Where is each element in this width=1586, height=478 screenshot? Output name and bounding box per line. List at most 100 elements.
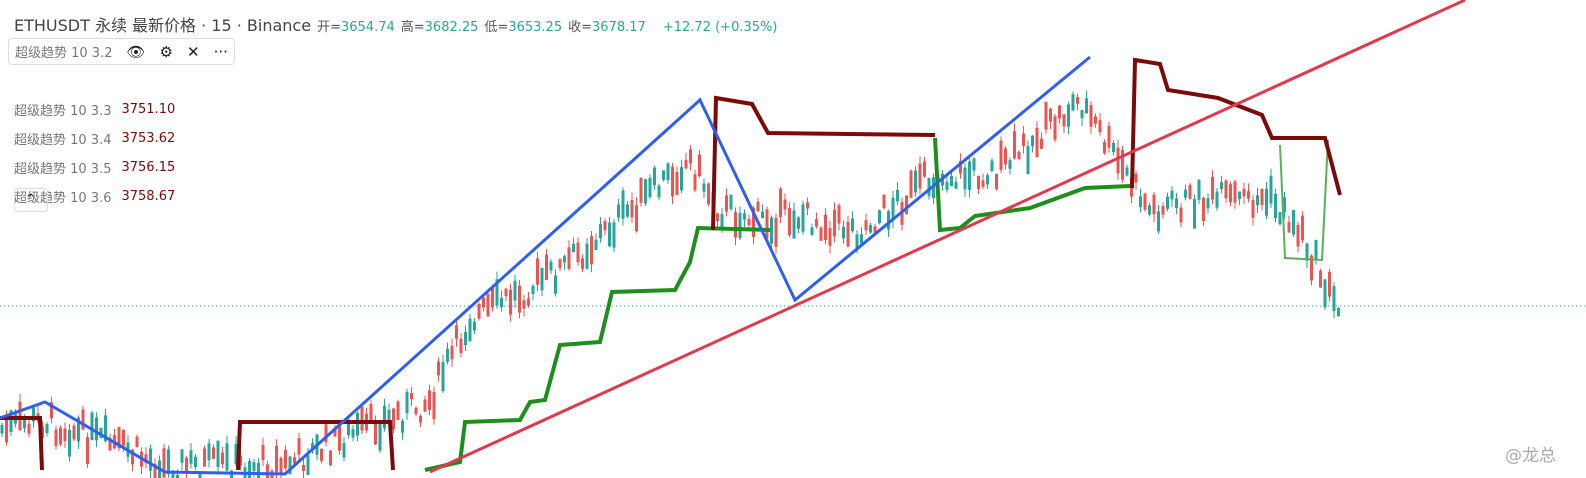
candle-body — [1035, 127, 1039, 158]
legend-icon[interactable]: ✕ — [186, 42, 200, 61]
ohlc-label: 高= — [400, 20, 425, 35]
candle-body — [1098, 120, 1102, 133]
candle-body — [842, 226, 845, 239]
candle-body — [369, 403, 373, 421]
candle-body — [761, 211, 764, 219]
candle-body — [1022, 133, 1025, 147]
candle-body — [63, 428, 67, 442]
price-change: +12.72 (+0.35%) — [662, 20, 778, 35]
candle-body — [698, 154, 701, 177]
candle-body — [693, 174, 697, 191]
legend-row: 超级趋势 10 3.6 3758.67 — [14, 187, 175, 206]
ohlc-label: 收= — [568, 20, 592, 35]
candle-body — [297, 438, 301, 455]
candle-body — [689, 149, 692, 164]
candle-body — [1305, 243, 1309, 261]
supertrend-down — [236, 420, 395, 471]
candle-body — [306, 455, 310, 475]
candle-body — [221, 452, 224, 465]
candle-body — [144, 454, 148, 464]
candle-body — [59, 427, 62, 445]
candle-body — [252, 462, 256, 472]
candle-body — [1310, 255, 1313, 281]
candle-body — [905, 195, 908, 214]
candle-body — [963, 167, 967, 190]
trend-line — [429, 0, 1466, 474]
candle-body — [1184, 189, 1187, 198]
candle-body — [1080, 110, 1084, 119]
legend-icon[interactable]: ··· — [213, 42, 228, 61]
candle-body — [1062, 114, 1066, 127]
candle-body — [518, 285, 521, 313]
candle-body — [1242, 188, 1246, 197]
candle-body — [720, 214, 724, 230]
candle-body — [1301, 215, 1304, 241]
candle-body — [275, 445, 278, 476]
candle-body — [914, 170, 917, 193]
candle-body — [626, 204, 629, 217]
candle-body — [819, 227, 823, 241]
candle-body — [437, 361, 440, 376]
candle-body — [1332, 286, 1336, 312]
candle-body — [288, 456, 292, 475]
candle-body — [446, 348, 449, 362]
candle-body — [1337, 307, 1340, 317]
symbol-title: ETHUSDT 永续 最新价格 · 15 · Binance — [14, 16, 312, 35]
candle-body — [234, 443, 238, 465]
candle-body — [855, 234, 859, 251]
candle-body — [603, 220, 607, 231]
ohlc: 开=3654.74 高=3682.25 低=3653.25 收=3678.17 — [317, 20, 652, 35]
candle-body — [1251, 199, 1255, 218]
candle-body — [1175, 198, 1178, 209]
candle-body — [684, 159, 688, 169]
candle-body — [774, 218, 778, 247]
candle-body — [342, 442, 346, 458]
candle-body — [576, 242, 580, 263]
candle-body — [392, 408, 395, 430]
candle-body — [837, 205, 841, 224]
candle-body — [806, 202, 809, 209]
candle-body — [1292, 210, 1295, 235]
candle-body — [617, 204, 620, 218]
candle-body — [563, 256, 566, 263]
legend-icon[interactable]: 👁 — [126, 42, 146, 61]
candle-body — [108, 437, 112, 451]
candle-body — [248, 460, 251, 478]
candle-body — [531, 285, 535, 295]
candle-body — [396, 401, 400, 420]
candle-body — [167, 449, 170, 475]
candle-body — [1053, 116, 1057, 140]
candle-body — [117, 427, 121, 449]
candle-body — [432, 391, 436, 420]
candle-body — [1166, 196, 1169, 209]
candle-body — [878, 210, 881, 224]
symbol-header: ETHUSDT 永续 最新价格 · 15 · Binance 开=3654.74 高… — [14, 12, 777, 36]
candle-body — [1269, 175, 1273, 204]
candle-body — [788, 208, 791, 236]
candle-body — [374, 421, 377, 445]
candle-body — [104, 415, 107, 442]
candle-body — [329, 450, 332, 466]
legend-name: 超级趋势 10 3.4 — [14, 133, 112, 148]
candle-body — [756, 201, 760, 212]
collapse-button[interactable]: ⌃ — [14, 188, 48, 212]
candle-body — [801, 204, 805, 232]
candle-body — [468, 318, 472, 342]
candle-body — [1314, 239, 1318, 261]
candle-body — [149, 448, 152, 471]
candle-body — [1256, 195, 1259, 206]
candle-body — [1283, 197, 1286, 213]
candle-body — [27, 423, 31, 434]
legend-name: 超级趋势 10 3.2 — [15, 46, 113, 61]
candle-body — [765, 209, 769, 239]
candle-body — [504, 288, 508, 297]
candle-body — [599, 223, 602, 239]
legend-icon[interactable]: ⚙ — [159, 42, 173, 61]
candle-body — [990, 160, 994, 172]
candle-body — [1265, 188, 1268, 216]
candle-body — [459, 338, 463, 353]
candle-body — [338, 425, 341, 451]
legend-row: 超级趋势 10 3.5 3756.15 — [14, 158, 175, 177]
candle-body — [1031, 135, 1034, 147]
